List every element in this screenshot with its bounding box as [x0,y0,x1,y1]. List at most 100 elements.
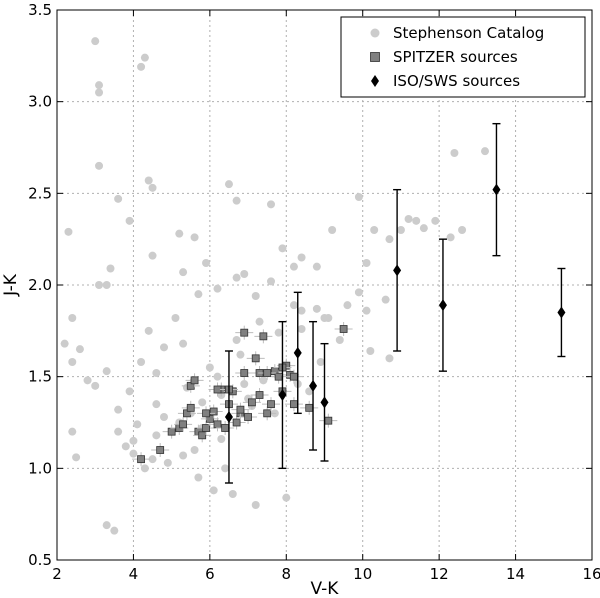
series-iso-sws-sources [224,122,566,484]
stephenson-point [240,380,249,388]
y-tick-label: 1.0 [28,459,52,477]
stephenson-point [83,376,92,385]
stephenson-point [75,345,84,354]
stephenson-point [289,301,298,310]
iso-point [557,306,566,319]
y-tick-label: 1.5 [28,368,52,386]
x-tick-label: 2 [52,565,62,583]
stephenson-point [213,372,222,381]
stephenson-point [343,301,352,310]
stephenson-point [232,336,241,344]
stephenson-point [114,194,123,203]
iso-point [224,411,233,423]
spitzer-point [202,424,210,432]
spitzer-point [255,391,264,399]
stephenson-point [396,226,405,234]
spitzer-point [198,431,207,440]
stephenson-point [60,339,69,348]
legend-marker-stephenson [370,28,380,38]
stephenson-point [114,405,123,414]
x-tick-label: 10 [353,565,372,583]
stephenson-point [370,226,379,234]
iso-point [309,379,318,392]
stephenson-point [481,147,489,156]
spitzer-point [263,409,272,418]
stephenson-point [140,53,149,62]
axis-ticks [56,9,593,561]
spitzer-point [339,325,348,333]
spitzer-point [190,376,199,385]
spitzer-point [263,369,272,377]
y-tick-label: 3.5 [28,1,52,19]
y-tick-label: 3.0 [28,93,52,111]
stephenson-point [224,180,233,189]
stephenson-point [251,501,260,509]
iso-point [393,264,402,277]
stephenson-point [209,486,218,495]
y-tick-labels: 0.5 1.0 1.5 2.0 2.5 3.0 3.5 [28,1,52,569]
stephenson-point [194,290,203,299]
stephenson-point [446,233,455,242]
stephenson-point [148,183,157,192]
stephenson-point [297,306,306,315]
stephenson-point [102,281,111,289]
stephenson-point [228,490,237,498]
stephenson-point [190,446,199,454]
stephenson-point [217,435,226,443]
stephenson-point [125,387,134,396]
spitzer-point [305,403,314,412]
stephenson-point [129,449,138,458]
stephenson-point [95,161,104,170]
legend: Stephenson Catalog SPITZER sources ISO/S… [340,16,586,98]
stephenson-point [320,314,329,322]
spitzer-point [213,385,222,394]
legend-label-stephenson: Stephenson Catalog [393,24,544,42]
stephenson-point [152,431,161,440]
spitzer-point [156,446,165,454]
legend-marker-spitzer [370,52,380,62]
spitzer-point [251,354,260,363]
stephenson-point [175,229,184,238]
stephenson-point [458,226,467,234]
stephenson-point [202,259,211,267]
spitzer-point [209,407,218,416]
stephenson-point [385,235,394,244]
spitzer-point [259,332,268,341]
x-tick-labels: 2 4 6 8 10 12 14 16 [52,565,600,583]
spitzer-point [167,427,176,436]
iso-point [492,183,501,196]
legend-markers [370,28,380,87]
stephenson-point [312,304,321,313]
stephenson-point [236,350,245,359]
stephenson-point [114,427,123,436]
stephenson-point [381,295,390,304]
spitzer-point [221,424,230,432]
stephenson-point [125,216,134,225]
spitzer-point [290,372,298,381]
stephenson-point [106,264,115,273]
stephenson-point [297,253,306,262]
spitzer-point [179,420,188,429]
stephenson-point [102,521,111,530]
stephenson-point [404,215,413,223]
x-tick-label: 12 [430,565,449,583]
stephenson-point [278,244,287,253]
stephenson-point [144,326,153,335]
stephenson-point [91,381,100,390]
stephenson-point [148,455,157,464]
stephenson-point [362,306,371,315]
y-tick-label: 2.5 [28,184,52,202]
spitzer-point [247,398,256,407]
stephenson-point [232,273,241,282]
stephenson-point [366,347,375,355]
spitzer-point [202,409,210,418]
grid-lines [57,10,592,560]
spitzer-point [186,403,195,412]
stephenson-point [412,216,421,225]
stephenson-point [267,200,275,209]
y-axis-label: J-K [1,273,21,297]
stephenson-point [354,193,363,201]
legend-label-spitzer: SPITZER sources [393,48,518,66]
legend-box [340,16,586,98]
stephenson-point [267,277,275,286]
